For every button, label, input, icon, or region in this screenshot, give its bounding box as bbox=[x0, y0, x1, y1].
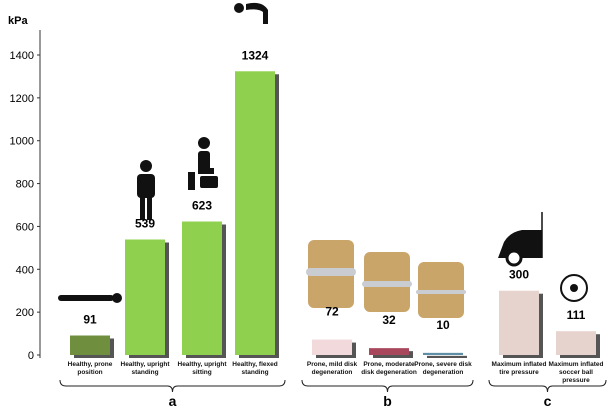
category-label: Maximum inflated soccer ball pressure bbox=[548, 361, 604, 384]
y-tick-label: 600 bbox=[16, 221, 34, 233]
icon-stand-head bbox=[140, 160, 152, 172]
bar bbox=[182, 221, 222, 355]
icon-stand-leg bbox=[147, 196, 152, 220]
bar bbox=[70, 335, 110, 355]
y-tick-label: 200 bbox=[16, 307, 34, 319]
icon-prone bbox=[58, 295, 114, 301]
bar bbox=[125, 239, 165, 355]
icon-flex-head bbox=[234, 3, 244, 13]
icon-sit-head bbox=[198, 137, 210, 149]
bar bbox=[369, 348, 409, 355]
category-label: Prone, severe disk degeneration bbox=[414, 361, 472, 376]
group-label: b bbox=[383, 393, 392, 408]
icon-stand-leg bbox=[140, 196, 145, 220]
disc-images bbox=[306, 240, 466, 318]
bar bbox=[423, 352, 463, 355]
icon-flex-body bbox=[246, 2, 268, 24]
icon-sit-leg bbox=[188, 172, 195, 190]
category-label: Healthy, prone position bbox=[67, 361, 113, 376]
category-label: Prone, moderate disk degeneration bbox=[361, 361, 417, 376]
icon-car bbox=[498, 230, 542, 258]
group-brace bbox=[301, 379, 474, 393]
icon-wheel bbox=[505, 249, 523, 267]
disc bbox=[306, 268, 356, 276]
category-label: Healthy, upright sitting bbox=[177, 361, 227, 376]
icon-sit-body bbox=[198, 151, 210, 171]
y-tick-label: 1000 bbox=[10, 136, 34, 148]
value-label: 623 bbox=[192, 199, 212, 213]
category-label: Healthy, flexed standing bbox=[232, 361, 278, 376]
value-label: 32 bbox=[382, 313, 396, 327]
icon-ball-patch bbox=[570, 284, 578, 292]
bar bbox=[235, 71, 275, 356]
value-label: 10 bbox=[436, 318, 450, 332]
icon-stand-body bbox=[137, 174, 155, 198]
bar-shadow bbox=[427, 355, 467, 358]
icon-prone-head bbox=[112, 293, 122, 303]
bar bbox=[499, 290, 539, 355]
bar bbox=[312, 339, 352, 355]
category-label: Maximum inflated tire pressure bbox=[491, 361, 547, 376]
category-label: Prone, mild disk degeneration bbox=[306, 361, 358, 376]
y-tick-label: 800 bbox=[16, 179, 34, 191]
disc bbox=[362, 281, 412, 287]
value-label: 72 bbox=[325, 305, 339, 319]
y-tick-label: 1200 bbox=[10, 93, 34, 105]
value-label: 539 bbox=[135, 217, 155, 231]
disc bbox=[416, 290, 466, 294]
y-axis-label: kPa bbox=[8, 15, 28, 27]
bar bbox=[556, 331, 596, 355]
value-label: 1324 bbox=[242, 48, 269, 62]
y-tick-label: 1400 bbox=[10, 50, 34, 62]
icon-sit-seat bbox=[200, 176, 218, 188]
value-label: 91 bbox=[83, 313, 97, 327]
group-brace bbox=[488, 379, 607, 393]
category-label: Healthy, upright standing bbox=[120, 361, 170, 376]
value-label: 111 bbox=[567, 308, 586, 322]
group-label: c bbox=[544, 393, 552, 408]
group-brace bbox=[59, 379, 286, 393]
icons bbox=[58, 2, 588, 303]
icon-sit-thigh bbox=[198, 168, 214, 174]
value-label: 300 bbox=[509, 268, 529, 282]
group-label: a bbox=[169, 393, 177, 408]
y-tick-label: 0 bbox=[28, 350, 34, 362]
y-tick-label: 400 bbox=[16, 264, 34, 276]
